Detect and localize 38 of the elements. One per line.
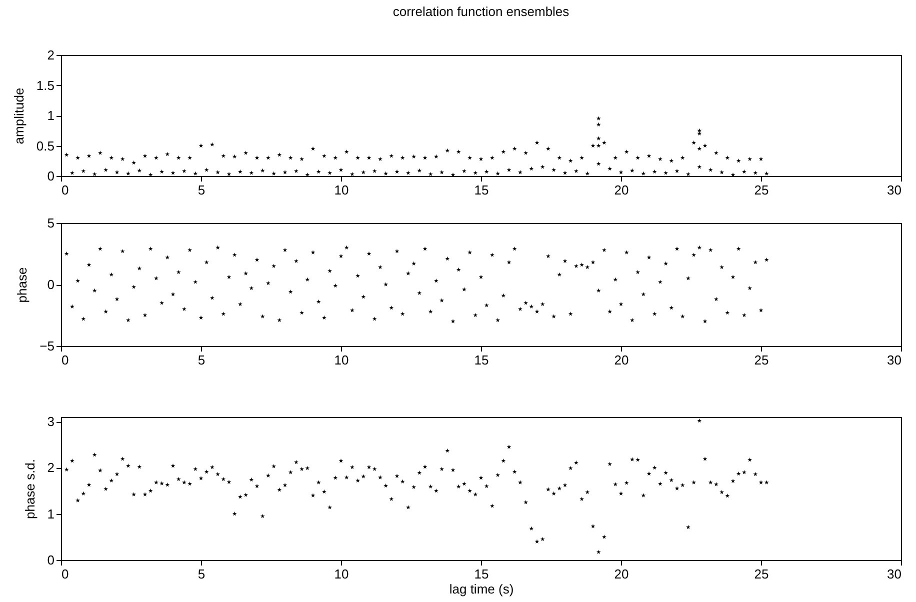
y-tick-label: 5 (47, 216, 54, 230)
y-tick-label: 2 (47, 460, 54, 476)
y-axis-title: amplitude (11, 88, 26, 144)
x-tick-label: 0 (62, 566, 69, 582)
x-tick-label: 15 (474, 182, 489, 198)
y-tick-label: 0.5 (36, 138, 54, 154)
x-tick-label: 25 (754, 352, 769, 368)
x-tick-label: 25 (754, 566, 769, 582)
x-tick-label: 10 (334, 352, 349, 368)
y-tick-label: −5 (40, 338, 54, 354)
y-tick-label: 2 (47, 48, 54, 62)
x-tick-label: 5 (198, 182, 206, 198)
chart-title: correlation function ensembles (392, 4, 570, 19)
x-tick-label: 10 (334, 182, 349, 198)
y-tick-label: 0 (47, 552, 54, 568)
x-tick-label: 0 (62, 182, 69, 198)
x-axis-title: lag time (s) (449, 582, 514, 596)
y-tick-label: 1.5 (36, 78, 54, 93)
y-tick-label: 1 (47, 108, 54, 123)
x-tick-label: 20 (614, 566, 629, 582)
y-tick-label: 3 (47, 414, 54, 430)
x-tick-label: 20 (614, 352, 629, 368)
x-tick-label: 30 (887, 352, 902, 368)
x-tick-label: 5 (198, 566, 206, 582)
x-tick-label: 0 (62, 352, 69, 368)
x-tick-label: 25 (754, 182, 769, 198)
x-tick-label: 10 (334, 566, 349, 582)
y-tick-label: 1 (47, 506, 54, 522)
x-tick-label: 20 (614, 182, 629, 198)
y-axis-title: phase (14, 267, 30, 303)
x-tick-label: 30 (887, 566, 902, 582)
y-axis-title: phase s.d. (22, 459, 38, 519)
y-tick-label: 0 (47, 168, 54, 184)
y-tick-label: 0 (47, 277, 54, 292)
x-tick-label: 15 (474, 352, 489, 368)
x-tick-label: 30 (887, 182, 902, 198)
x-tick-label: 5 (198, 352, 206, 368)
x-tick-label: 15 (474, 566, 489, 582)
